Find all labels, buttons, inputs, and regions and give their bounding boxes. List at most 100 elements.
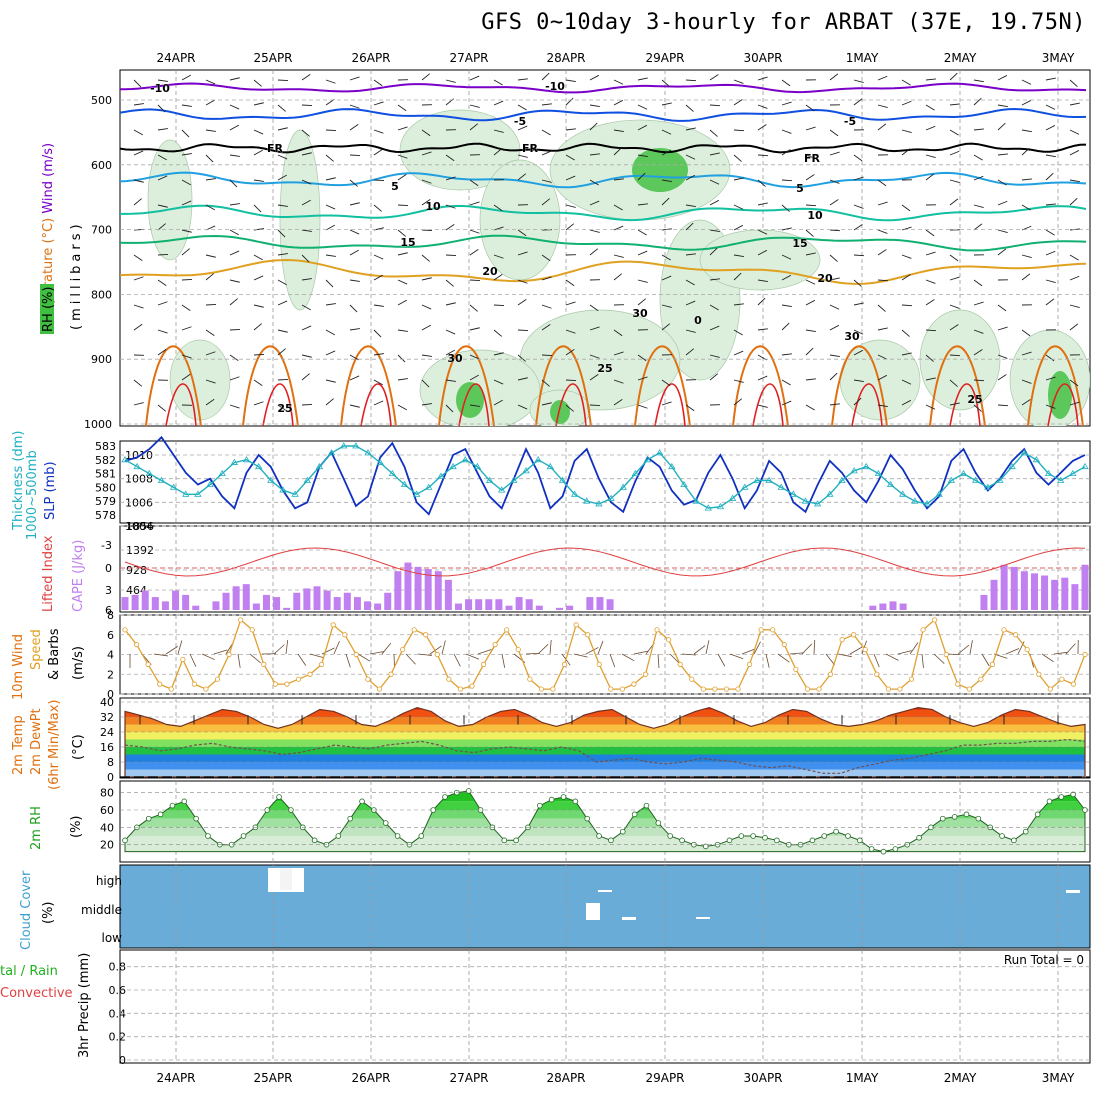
wind-barb-10m [297,653,307,666]
temp-ylabel-unit: (°C) [71,734,86,760]
wind-barb [637,298,647,306]
wind-barb [781,129,792,134]
thickness-point [400,480,409,488]
wind-barb [565,349,575,356]
wind-ylabel3: & Barbs [47,628,62,680]
wind-barb [1045,250,1056,256]
ytick-precip: 0.6 [109,984,127,997]
wind-barb-10m [525,652,541,655]
contour-label: 25 [277,402,292,415]
wind-barb [493,274,503,281]
wind-barb [781,353,792,356]
rh-point [537,802,543,809]
thickness-point [813,500,822,507]
wind-barb [565,279,575,287]
contour-label: 10 [425,200,441,213]
wind-barb-10m [213,649,228,655]
wind-barb [973,301,984,306]
wind-barb [373,149,383,156]
page-title: GFS 0~10day 3-hourly for ARBAT (37E, 19.… [481,10,1086,35]
isotherm [120,171,1087,189]
thickness-point [206,480,214,488]
wind-barb [517,154,528,158]
wind-barb [421,129,431,137]
wind-barb [445,379,456,382]
ytick-rh: 80 [100,787,114,800]
wind-barb [901,129,912,134]
wind-barb [997,326,1008,331]
thickness-point [510,476,518,483]
upper-plot [120,72,1090,426]
ytick-thickness: 582 [95,454,116,467]
contour-label: 20 [482,265,498,278]
contour-label: -5 [844,115,856,128]
wind-barb [1069,179,1080,183]
cape-bar [1061,577,1069,610]
wind-barb [805,204,817,207]
thickness-point [242,456,251,463]
ytick-upper: 600 [91,159,112,172]
rh-point [1058,794,1065,800]
wind-barb-10m [441,640,446,655]
wind-ylabel: 10m Wind [11,634,26,700]
wind-barb [661,102,672,106]
wind-point [677,661,683,667]
wind-barb [829,372,838,381]
wind-point [434,651,440,658]
rh-point [359,798,365,805]
wind-barb [565,223,575,231]
wind-barb [829,129,839,137]
wind-barb [205,129,216,132]
wind-barb [445,254,457,256]
dewpoint-line [124,738,1086,774]
wind-barb [517,279,528,284]
wind-barb [277,154,288,160]
wind-barb [1021,178,1032,181]
wind-barb [301,129,310,137]
date-label-top: 30APR [743,51,782,65]
wind-point [342,632,348,638]
wind-barb [469,249,479,256]
wind-barb [253,254,263,261]
cape-bar [485,599,493,610]
wind-barb [973,404,982,412]
ytick-thickness: 581 [95,468,116,481]
wind-point [885,686,891,692]
wind-barb-10m [621,653,635,662]
wind-barb [733,177,744,181]
panel-frame-7 [119,949,1091,1064]
wind-barb [853,79,864,84]
wind-barb [181,354,192,359]
cape-bar [1000,564,1008,610]
wind-point [955,681,961,687]
wind-barb [493,379,504,385]
wind-barb [925,251,936,256]
wind-barb [1069,401,1080,406]
wind-barb [517,125,528,131]
wind-barb [1021,79,1032,85]
wind-barb [349,375,360,381]
ytick-rh: 40 [100,821,114,834]
wind-barb [877,75,888,81]
cape-bar [384,592,392,610]
cape-bar [1041,575,1049,610]
wind-barb [925,173,935,181]
wind-barb [877,404,888,408]
wind-barb [781,322,790,331]
ytick-wind: 8 [107,609,114,622]
date-label-top: 24APR [156,51,195,65]
rh-point [276,794,282,800]
ytick-cape-top: 1856 [126,520,154,533]
ytick-li: 0 [105,562,112,575]
wind-point [746,661,753,667]
wind-barb [349,354,359,361]
wind-barb [1045,279,1056,284]
wind-barb [157,128,168,131]
wind-barb [205,398,215,406]
wind-barb [949,129,959,136]
wind-barb-10m [1041,653,1054,663]
wind-barb-10m [753,641,761,655]
wind-barb [421,277,432,281]
rh-point [868,846,875,852]
wind-barb [565,379,577,381]
